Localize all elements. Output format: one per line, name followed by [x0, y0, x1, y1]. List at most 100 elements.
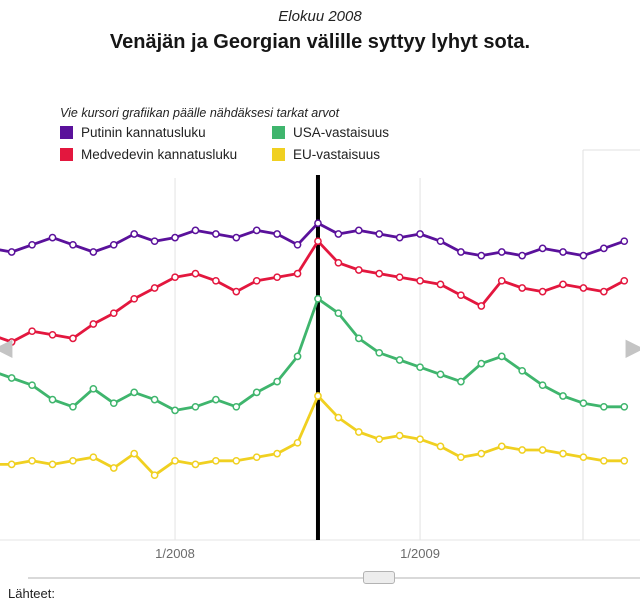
data-point[interactable] — [457, 291, 465, 300]
data-point[interactable] — [559, 392, 567, 400]
data-point[interactable] — [191, 460, 200, 469]
data-point[interactable] — [89, 248, 98, 256]
data-point[interactable] — [436, 442, 445, 451]
data-point[interactable] — [48, 330, 57, 339]
data-point[interactable] — [518, 284, 527, 292]
data-point[interactable] — [191, 269, 200, 278]
data-point[interactable] — [600, 287, 608, 296]
data-point[interactable] — [212, 230, 220, 238]
data-point[interactable] — [559, 449, 567, 458]
data-point[interactable] — [252, 453, 261, 462]
data-point[interactable] — [395, 431, 404, 440]
data-point[interactable] — [130, 388, 139, 397]
data-point[interactable] — [497, 352, 506, 361]
data-point[interactable] — [436, 237, 445, 246]
data-point[interactable] — [334, 230, 343, 238]
data-point[interactable] — [130, 230, 139, 238]
data-point[interactable] — [314, 392, 322, 400]
data-point[interactable] — [293, 269, 302, 278]
data-point[interactable] — [69, 240, 77, 249]
data-point[interactable] — [620, 276, 629, 285]
data-point[interactable] — [395, 233, 404, 242]
data-point[interactable] — [334, 413, 343, 422]
data-point[interactable] — [538, 446, 547, 454]
data-point[interactable] — [538, 381, 547, 390]
data-point[interactable] — [600, 402, 608, 411]
data-point[interactable] — [232, 287, 241, 296]
data-point[interactable] — [600, 456, 608, 465]
data-point[interactable] — [28, 240, 36, 249]
data-point[interactable] — [150, 237, 159, 246]
data-point[interactable] — [293, 352, 302, 361]
data-point[interactable] — [436, 370, 445, 379]
data-point[interactable] — [48, 460, 57, 469]
data-point[interactable] — [416, 230, 424, 238]
data-point[interactable] — [518, 251, 527, 260]
data-point[interactable] — [7, 374, 16, 382]
data-point[interactable] — [28, 456, 36, 465]
data-point[interactable] — [457, 377, 465, 386]
data-point[interactable] — [252, 226, 261, 235]
data-point[interactable] — [69, 456, 77, 465]
data-point[interactable] — [436, 280, 445, 289]
data-point[interactable] — [334, 258, 343, 267]
data-point[interactable] — [354, 226, 363, 235]
data-point[interactable] — [252, 388, 261, 397]
data-point[interactable] — [130, 449, 139, 458]
data-point[interactable] — [232, 233, 241, 242]
data-point[interactable] — [171, 456, 179, 465]
data-point[interactable] — [600, 244, 608, 253]
data-point[interactable] — [354, 266, 363, 274]
data-point[interactable] — [69, 402, 77, 411]
next-arrow-icon[interactable]: ▶ — [625, 334, 640, 361]
data-point[interactable] — [518, 446, 527, 454]
data-point[interactable] — [171, 406, 179, 415]
data-point[interactable] — [620, 237, 629, 246]
data-point[interactable] — [497, 276, 506, 285]
data-point[interactable] — [232, 456, 241, 465]
data-point[interactable] — [130, 294, 139, 303]
timeline-scrollbar-track[interactable] — [28, 577, 640, 579]
data-point[interactable] — [395, 356, 404, 364]
data-point[interactable] — [150, 284, 159, 292]
data-point[interactable] — [477, 359, 486, 368]
data-point[interactable] — [7, 338, 16, 346]
data-point[interactable] — [579, 399, 588, 408]
data-point[interactable] — [375, 230, 384, 238]
data-point[interactable] — [109, 399, 118, 408]
data-point[interactable] — [416, 276, 424, 285]
data-point[interactable] — [7, 248, 16, 256]
data-point[interactable] — [109, 309, 118, 318]
data-point[interactable] — [109, 240, 118, 249]
data-point[interactable] — [191, 402, 200, 411]
data-point[interactable] — [518, 366, 527, 375]
data-point[interactable] — [273, 377, 281, 386]
data-point[interactable] — [579, 284, 588, 292]
data-point[interactable] — [477, 251, 486, 260]
data-point[interactable] — [109, 464, 118, 472]
data-point[interactable] — [457, 248, 465, 256]
data-point[interactable] — [477, 302, 486, 310]
data-point[interactable] — [375, 435, 384, 444]
data-point[interactable] — [559, 280, 567, 289]
data-point[interactable] — [579, 453, 588, 462]
data-point[interactable] — [89, 320, 98, 328]
data-point[interactable] — [538, 244, 547, 253]
data-point[interactable] — [232, 402, 241, 411]
data-point[interactable] — [273, 230, 281, 238]
data-point[interactable] — [191, 226, 200, 235]
data-point[interactable] — [212, 456, 220, 465]
data-point[interactable] — [7, 460, 16, 469]
data-point[interactable] — [559, 248, 567, 256]
data-point[interactable] — [293, 438, 302, 447]
data-point[interactable] — [497, 442, 506, 451]
data-point[interactable] — [314, 294, 322, 303]
data-point[interactable] — [354, 428, 363, 436]
data-point[interactable] — [48, 233, 57, 242]
data-point[interactable] — [212, 276, 220, 285]
data-point[interactable] — [252, 276, 261, 285]
data-point[interactable] — [293, 240, 302, 249]
data-point[interactable] — [354, 334, 363, 343]
data-point[interactable] — [395, 273, 404, 282]
data-point[interactable] — [314, 237, 322, 246]
